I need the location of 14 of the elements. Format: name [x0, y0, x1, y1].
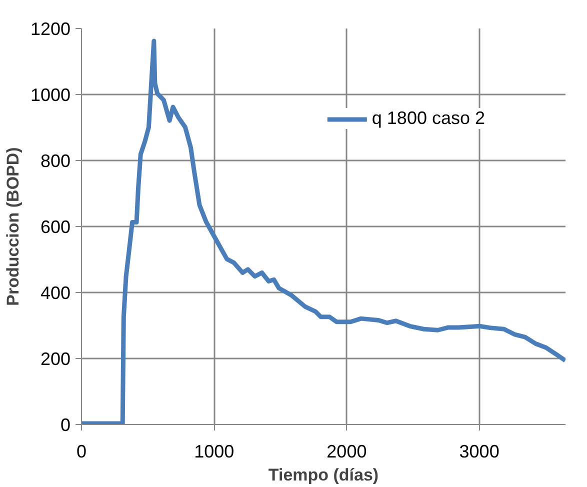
x-axis-title: Tiempo (días) [268, 466, 379, 484]
y-tick-label: 600 [40, 217, 71, 237]
x-tick-label: 2000 [326, 442, 367, 462]
legend-label: q 1800 caso 2 [372, 108, 485, 129]
y-tick-label: 800 [40, 151, 71, 171]
x-tick-label: 0 [76, 442, 87, 462]
y-tick-label: 1200 [30, 19, 71, 39]
x-tick-label: 1000 [194, 442, 234, 462]
x-tick-label: 3000 [459, 442, 500, 462]
y-tick-label: 0 [60, 415, 71, 435]
y-tick-label: 400 [40, 283, 71, 303]
y-tick-label: 200 [40, 349, 71, 369]
y-axis-title: Produccion (BOPD) [3, 147, 22, 306]
y-tick-label: 1000 [30, 85, 71, 105]
